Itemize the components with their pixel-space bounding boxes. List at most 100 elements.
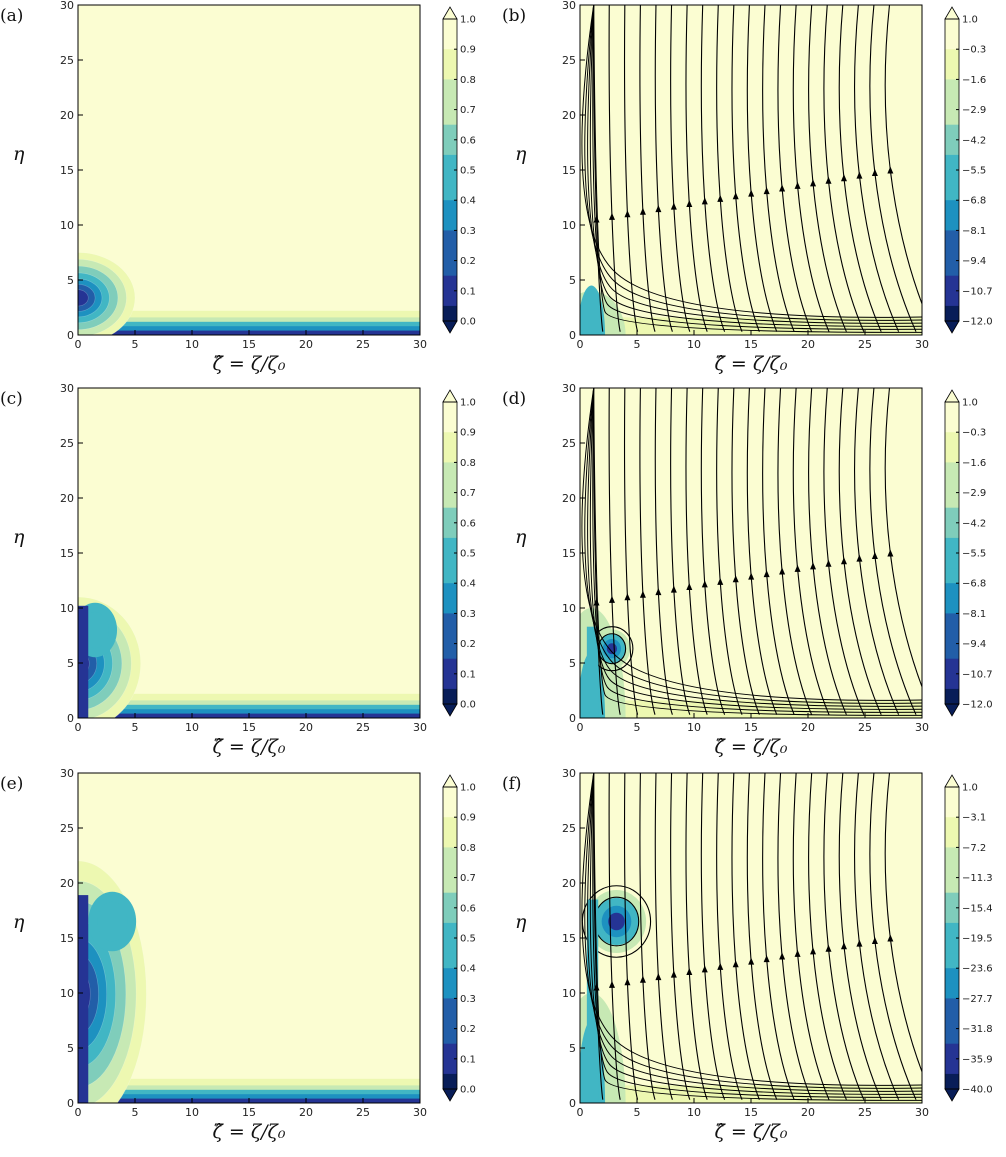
colorbar-segment	[945, 19, 959, 35]
colorbar-segment	[443, 938, 457, 954]
y-tick-label: 20	[562, 877, 576, 890]
x-tick-label: 15	[242, 338, 256, 351]
colorbar-tick-label: 0.1	[460, 1054, 476, 1065]
colorbar-segment	[945, 689, 959, 705]
colorbar-tick-label: 0.6	[460, 518, 476, 529]
y-tick-label: 10	[60, 219, 74, 232]
colorbar-segment	[945, 893, 959, 909]
colorbar-tick-label: 0.7	[460, 488, 476, 499]
colorbar-segment	[945, 847, 959, 863]
colorbar-segment	[945, 230, 959, 246]
colorbar-segment	[945, 629, 959, 645]
colorbar-tick-label: 0.8	[460, 75, 476, 86]
colorbar-tick-label: −2.9	[962, 105, 986, 116]
x-tick-label: 15	[744, 338, 758, 351]
x-tick-label: 30	[413, 338, 427, 351]
colorbar-segment	[443, 478, 457, 494]
x-tick-label: 0	[75, 1106, 82, 1119]
colorbar-segment	[945, 291, 959, 307]
colorbar-segment	[443, 230, 457, 246]
panel-a: 0 5 10 15 20 25 30051015202530(a)ηζ̂ = ζ/ζ₀0.0…	[0, 0, 476, 375]
colorbar-segment	[945, 261, 959, 277]
x-axis-label: ζ̂ = ζ/ζ₀	[213, 353, 286, 375]
x-tick-label: 25	[356, 721, 370, 734]
x-axis-label: ζ̂ = ζ/ζ₀	[715, 1121, 788, 1143]
colorbar-tick-label: −8.1	[962, 226, 986, 237]
colorbar-segment	[443, 417, 457, 433]
colorbar-extend-top	[443, 775, 457, 787]
x-tick-label: 10	[185, 721, 199, 734]
colorbar-segment	[443, 140, 457, 156]
panel-e: 0 5 10 15 20 25 30051015202530(e)ηζ̂ = ζ/ζ₀0.0…	[0, 767, 476, 1143]
y-tick-label: 30	[60, 0, 74, 12]
colorbar-segment	[443, 644, 457, 660]
colorbar-tick-label: 0.9	[460, 813, 476, 824]
colorbar-segment	[945, 983, 959, 999]
y-tick-label: 30	[562, 382, 576, 395]
colorbar-segment	[443, 1029, 457, 1045]
y-tick-label: 20	[60, 492, 74, 505]
colorbar-extend-bottom	[945, 1089, 959, 1101]
colorbar-segment	[443, 95, 457, 111]
y-tick-label: 0	[67, 1097, 74, 1110]
y-tick-label: 5	[67, 657, 74, 670]
colorbar-segment	[443, 170, 457, 186]
colorbar-tick-label: 1.0	[962, 783, 978, 794]
colorbar-segment	[443, 968, 457, 984]
x-tick-label: 30	[413, 721, 427, 734]
y-tick-label: 30	[60, 767, 74, 780]
colorbar-segment	[443, 983, 457, 999]
panel-label: (b)	[502, 6, 526, 26]
colorbar-tick-label: 1.0	[460, 398, 476, 409]
x-tick-label: 5	[132, 1106, 139, 1119]
colorbar-segment	[945, 34, 959, 50]
x-tick-label: 10	[687, 338, 701, 351]
colorbar-segment	[443, 629, 457, 645]
colorbar-segment	[443, 246, 457, 262]
colorbar-tick-label: 0.5	[460, 549, 476, 560]
colorbar-segment	[945, 1044, 959, 1060]
y-tick-label: 15	[562, 547, 576, 560]
colorbar-segment	[945, 523, 959, 539]
colorbar-segment	[945, 817, 959, 833]
y-tick-label: 20	[562, 492, 576, 505]
colorbar-tick-label: 0.6	[460, 903, 476, 914]
y-tick-label: 0	[67, 329, 74, 342]
colorbar-segment	[443, 832, 457, 848]
colorbar-segment	[945, 246, 959, 262]
colorbar-segment	[443, 953, 457, 969]
colorbar-segment	[443, 125, 457, 141]
colorbar-segment	[443, 110, 457, 126]
x-axis-label: ζ̂ = ζ/ζ₀	[715, 736, 788, 758]
colorbar-tick-label: −10.7	[962, 669, 993, 680]
colorbar-extend-bottom	[443, 321, 457, 333]
colorbar-segment	[945, 953, 959, 969]
colorbar-segment	[945, 110, 959, 126]
colorbar-segment	[443, 493, 457, 509]
x-tick-label: 15	[744, 1106, 758, 1119]
x-tick-label: 5	[132, 338, 139, 351]
colorbar-segment	[945, 170, 959, 186]
colorbar-segment	[443, 553, 457, 569]
x-tick-label: 5	[634, 1106, 641, 1119]
y-axis-label: η	[13, 143, 25, 165]
y-tick-label: 10	[60, 987, 74, 1000]
colorbar-segment	[945, 1029, 959, 1045]
colorbar-segment	[443, 185, 457, 201]
colorbar-tick-label: −8.1	[962, 609, 986, 620]
colorbar-segment	[945, 613, 959, 629]
colorbar-tick-label: 0.3	[460, 226, 476, 237]
colorbar-extend-bottom	[945, 321, 959, 333]
colorbar-tick-label: −6.8	[962, 579, 986, 590]
colorbar-tick-label: −7.2	[962, 843, 986, 854]
colorbar-tick-label: −5.5	[962, 549, 986, 560]
x-tick-label: 5	[132, 721, 139, 734]
colorbar-segment	[443, 802, 457, 818]
x-tick-label: 25	[356, 338, 370, 351]
colorbar-segment	[945, 908, 959, 924]
colorbar-extend-bottom	[945, 704, 959, 716]
plot-area	[557, 383, 933, 829]
colorbar-tick-label: −10.7	[962, 286, 993, 297]
x-axis-label: ζ̂ = ζ/ζ₀	[213, 1121, 286, 1143]
colorbar-segment	[443, 402, 457, 418]
